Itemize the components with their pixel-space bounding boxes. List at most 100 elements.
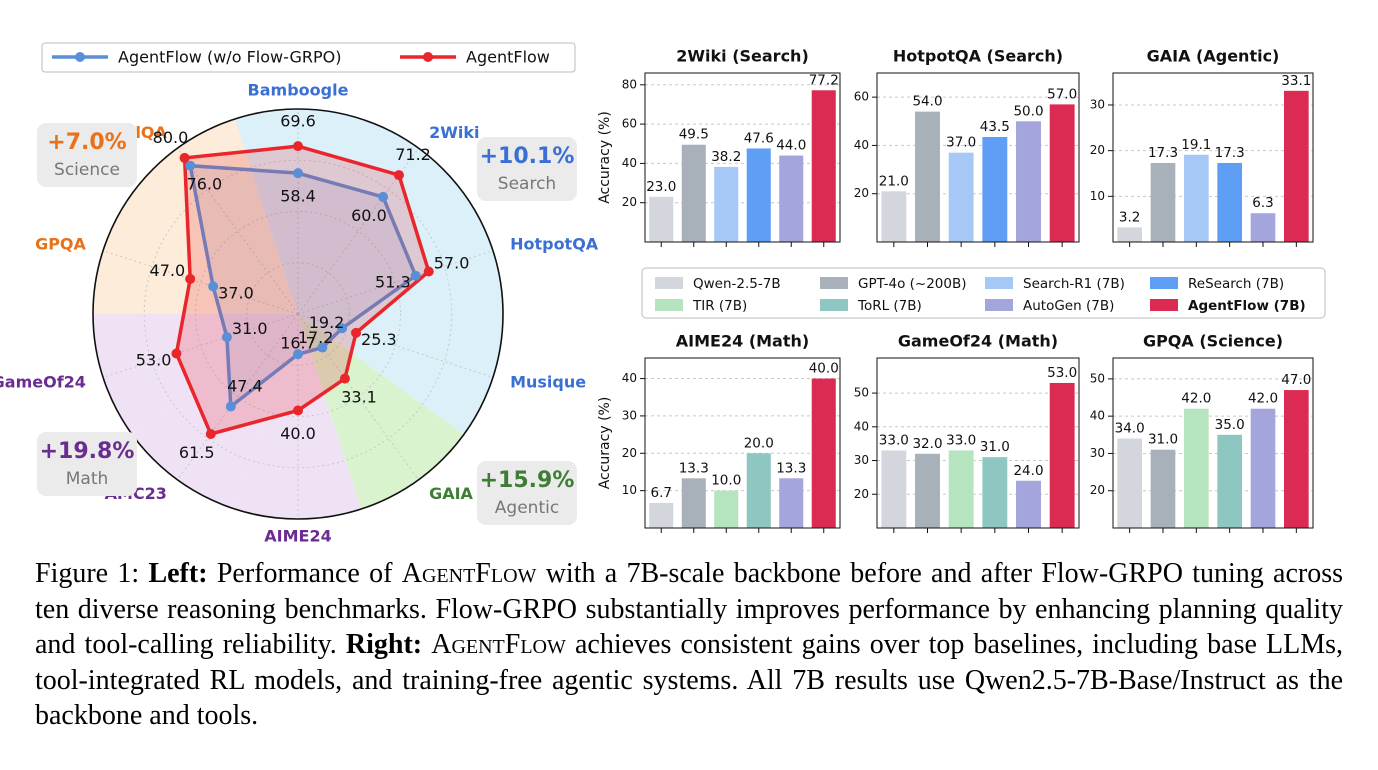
chart-title: AIME24 (Math) — [676, 332, 809, 351]
value-label: 6.7 — [651, 485, 672, 501]
radar-point — [317, 342, 328, 353]
value-label: 37.0 — [218, 283, 254, 302]
value-label: 34.0 — [1115, 421, 1145, 437]
radar-spoke — [297, 313, 419, 481]
category-label: GameOf24 — [0, 372, 86, 391]
value-label: 16.7 — [280, 334, 316, 353]
value-label: 77.2 — [809, 72, 839, 88]
radar-point — [179, 152, 190, 163]
bar — [1284, 90, 1309, 243]
gain-box — [37, 432, 137, 496]
value-label: 31.0 — [980, 439, 1010, 455]
category-sector — [234, 108, 362, 314]
y-tick-label: 20 — [622, 195, 637, 209]
value-label: 69.6 — [280, 112, 316, 131]
radar-point — [225, 401, 236, 412]
value-label: 13.3 — [776, 460, 806, 476]
value-label: 47.0 — [1281, 372, 1311, 388]
gain-group: Math — [66, 469, 109, 489]
legend-label: Qwen-2.5-7B — [693, 276, 781, 292]
plot-frame — [644, 72, 841, 243]
value-label: 44.0 — [776, 138, 806, 154]
radar-spoke — [102, 313, 299, 378]
category-label: 2Wiki — [429, 123, 479, 142]
value-label: 47.4 — [227, 377, 263, 396]
legend-swatch — [820, 299, 848, 311]
radar-spoke — [297, 313, 494, 378]
value-label: 42.0 — [1248, 391, 1278, 407]
bar — [1184, 408, 1209, 528]
value-label: 49.5 — [679, 127, 709, 143]
caption: Figure 1: Left: Performance of AgentFlow… — [35, 556, 1343, 734]
bar — [714, 166, 739, 242]
bar — [1284, 390, 1309, 528]
category-label: GPQA — [35, 235, 86, 254]
gain-group: Science — [54, 160, 120, 180]
y-tick-label: 40 — [854, 419, 869, 433]
bar — [1117, 438, 1142, 528]
category-label: HotpotQA — [510, 235, 599, 254]
legend-swatch — [1150, 299, 1178, 311]
value-label: 19.1 — [1181, 137, 1211, 153]
value-label: 17.2 — [298, 328, 334, 347]
legend-swatch — [1150, 277, 1178, 289]
caption-text — [422, 629, 431, 660]
y-tick-label: 40 — [1090, 409, 1105, 423]
chart-title: GAIA (Agentic) — [1147, 47, 1280, 66]
chart-title: HotpotQA (Search) — [893, 47, 1063, 66]
bar — [681, 144, 706, 242]
legend-swatch — [985, 277, 1013, 289]
legend-marker — [423, 52, 433, 62]
value-label: 40.0 — [809, 361, 839, 377]
value-label: 24.0 — [1013, 463, 1043, 479]
bar — [881, 450, 907, 528]
chart-title: 2Wiki (Search) — [676, 47, 809, 66]
radar-point — [293, 168, 303, 179]
y-tick-label: 50 — [1090, 371, 1105, 385]
gain-box — [477, 137, 577, 201]
caption-text: AgentFlow — [431, 629, 566, 660]
radar-point — [185, 273, 196, 284]
value-label: 61.5 — [179, 443, 215, 462]
bar — [1150, 162, 1176, 242]
bar — [811, 378, 836, 528]
bar — [881, 191, 907, 242]
radar-ring — [195, 211, 401, 417]
value-label: 20.0 — [744, 435, 774, 451]
radar-point — [423, 266, 434, 277]
radar-point — [185, 160, 196, 171]
caption-text: Performance of — [207, 558, 402, 589]
legend-label: GPT-4o (~200B) — [858, 276, 967, 292]
y-tick-label: 20 — [1090, 143, 1105, 157]
radar-point — [339, 373, 350, 384]
value-label: 60.0 — [351, 206, 387, 225]
category-label: AIME24 — [264, 527, 331, 546]
bar — [681, 478, 706, 528]
y-tick-label: 30 — [1090, 97, 1105, 111]
value-label: 32.0 — [912, 436, 942, 452]
gain-value: +15.9% — [480, 468, 575, 493]
legend-label: ToRL (7B) — [857, 298, 922, 314]
value-label: 38.2 — [711, 149, 741, 165]
legend-swatch — [655, 299, 683, 311]
value-label: 43.5 — [980, 119, 1010, 135]
legend-label: AgentFlow (7B) — [1188, 298, 1306, 314]
value-label: 19.2 — [309, 313, 345, 332]
bar — [1250, 213, 1276, 242]
value-label: 37.0 — [946, 135, 976, 151]
category-sector — [132, 314, 298, 509]
y-tick-label: 30 — [622, 408, 637, 422]
value-label: 33.0 — [879, 432, 909, 448]
value-label: 25.3 — [361, 330, 397, 349]
legend-box — [41, 42, 576, 73]
category-label: GAIA — [429, 484, 473, 503]
plot-frame — [876, 357, 1080, 529]
bar — [649, 196, 674, 242]
value-label: 33.1 — [1281, 73, 1311, 89]
plot-frame — [1112, 357, 1314, 529]
bar — [948, 152, 974, 242]
legend-label: AgentFlow (w/o Flow-GRPO) — [118, 48, 341, 67]
value-label: 6.3 — [1252, 195, 1273, 211]
radar-ring — [143, 159, 453, 469]
category-label: Bamboogle — [248, 81, 349, 100]
